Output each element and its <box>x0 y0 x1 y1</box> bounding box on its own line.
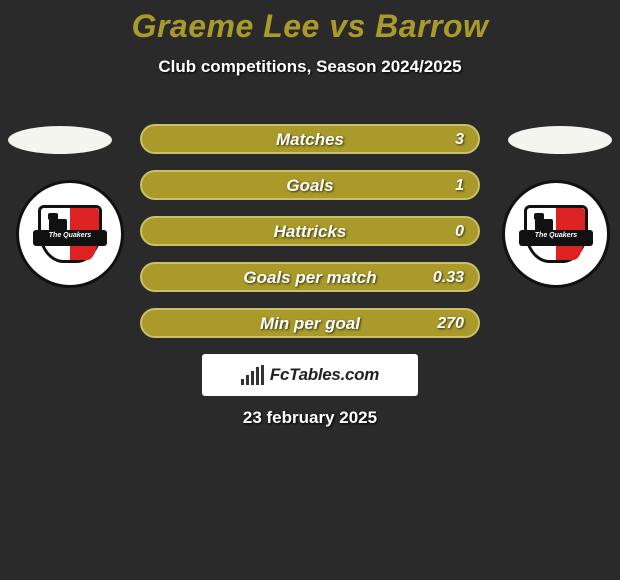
stat-bar: Hattricks0 <box>140 216 480 246</box>
stat-label: Hattricks <box>142 218 478 244</box>
stat-value: 0.33 <box>433 264 464 290</box>
crest-band-text-right: The Quakers <box>519 230 594 246</box>
stat-label: Goals per match <box>142 264 478 290</box>
stat-value: 1 <box>455 172 464 198</box>
brand-text: FcTables.com <box>270 365 379 385</box>
stat-value: 3 <box>455 126 464 152</box>
crest-left: The Quakers <box>16 180 124 288</box>
stats-bars: Matches3Goals1Hattricks0Goals per match0… <box>140 124 480 354</box>
team-oval-left <box>8 126 112 154</box>
stat-bar: Matches3 <box>140 124 480 154</box>
crest-right: The Quakers <box>502 180 610 288</box>
stat-label: Goals <box>142 172 478 198</box>
stat-label: Matches <box>142 126 478 152</box>
stat-value: 0 <box>455 218 464 244</box>
stat-bar: Goals1 <box>140 170 480 200</box>
brand-icon <box>241 365 264 385</box>
crest-band-text-left: The Quakers <box>33 230 108 246</box>
date-text: 23 february 2025 <box>0 408 620 428</box>
team-oval-right <box>508 126 612 154</box>
brand-box: FcTables.com <box>202 354 418 396</box>
page-title: Graeme Lee vs Barrow <box>0 0 620 45</box>
stat-bar: Goals per match0.33 <box>140 262 480 292</box>
stat-bar: Min per goal270 <box>140 308 480 338</box>
stat-value: 270 <box>437 310 464 336</box>
subtitle: Club competitions, Season 2024/2025 <box>0 57 620 77</box>
stat-label: Min per goal <box>142 310 478 336</box>
